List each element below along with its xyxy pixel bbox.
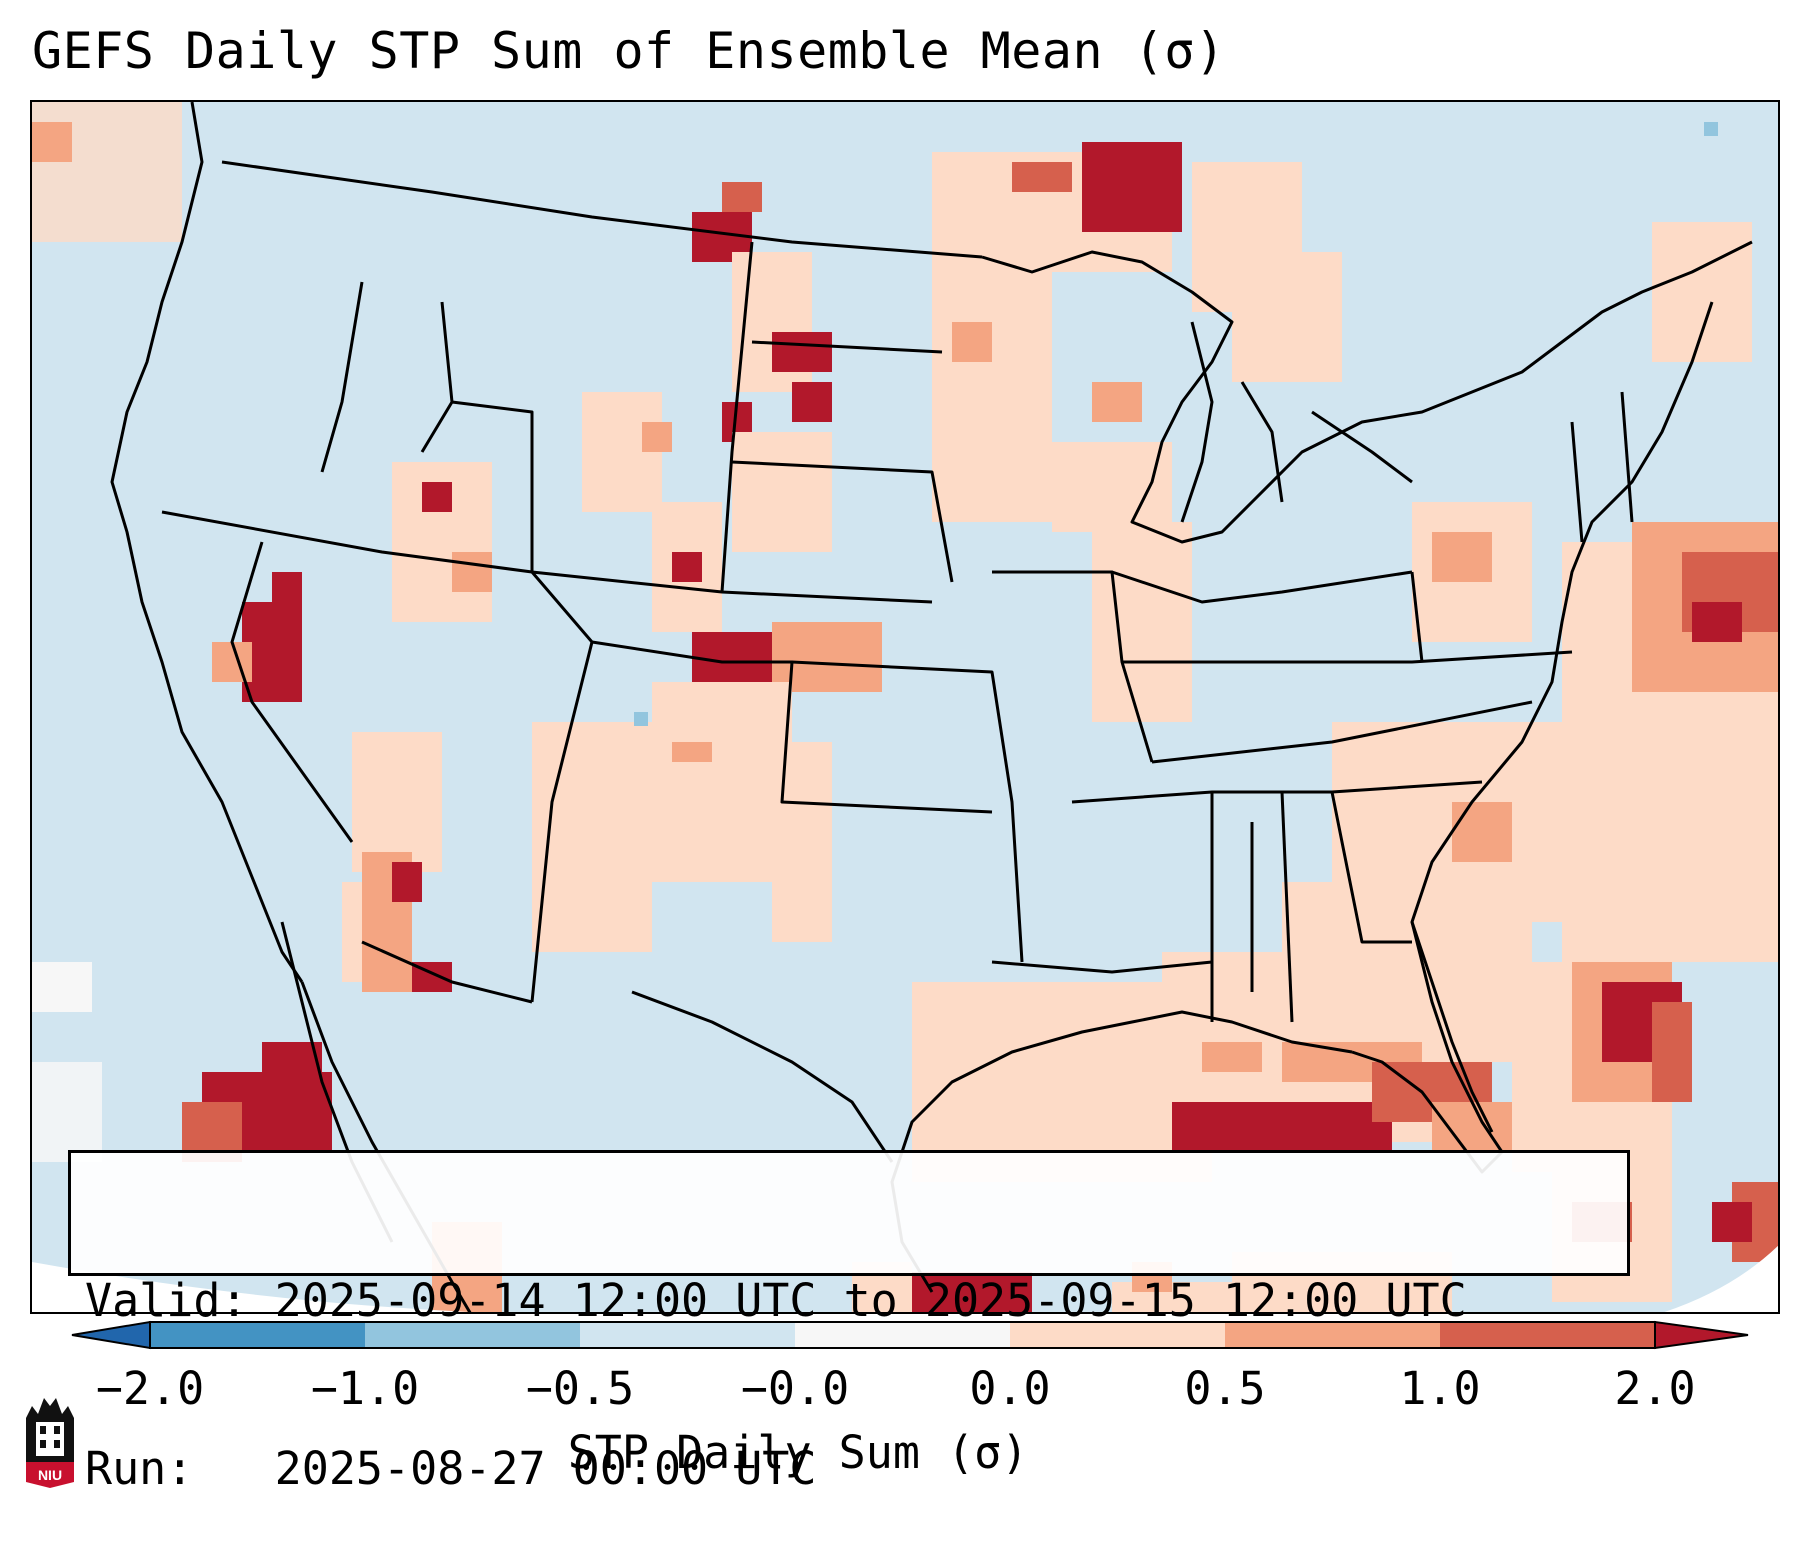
- colorbar-tick-label: −2.0: [95, 1362, 205, 1415]
- colorbar: [71, 1320, 1749, 1350]
- niu-logo: NIU: [26, 1398, 74, 1488]
- colorbar-extend-high: [1654, 1320, 1749, 1350]
- colorbar-segment: [580, 1322, 795, 1348]
- stp-field-cells: [32, 102, 1778, 1312]
- colorbar-tick-label: 1.0: [1399, 1362, 1481, 1415]
- colorbar-tick-label: −0.5: [525, 1362, 635, 1415]
- colorbar-segment: [1225, 1322, 1440, 1348]
- colorbar-segment: [150, 1322, 365, 1348]
- colorbar-tick-label: −0.0: [740, 1362, 850, 1415]
- colorbar-segment: [1440, 1322, 1655, 1348]
- colorbar-segment: [365, 1322, 580, 1348]
- colorbar-tick-label: 0.5: [1184, 1362, 1266, 1415]
- valid-time-annotation: Valid: 2025-09-14 12:00 UTC to 2025-09-1…: [68, 1150, 1630, 1495]
- colorbar-tick-label: −1.0: [310, 1362, 420, 1415]
- run-line: Run: 2025-08-27 00:00 UTC: [85, 1442, 817, 1495]
- map-panel: [30, 100, 1780, 1314]
- colorbar-outline: [149, 1321, 1656, 1349]
- valid-line: Valid: 2025-09-14 12:00 UTC to 2025-09-1…: [85, 1274, 1467, 1327]
- colorbar-tick-label: 0.0: [969, 1362, 1051, 1415]
- colorbar-segment: [1010, 1322, 1225, 1348]
- state-and-country-borders: [110, 102, 1753, 1312]
- colorbar-segment: [795, 1322, 1010, 1348]
- map-canvas: [32, 102, 1778, 1312]
- colorbar-tick-label: 2.0: [1614, 1362, 1696, 1415]
- logo-text: NIU: [38, 1467, 62, 1483]
- colorbar-extend-low: [71, 1320, 151, 1350]
- plot-title: GEFS Daily STP Sum of Ensemble Mean (σ): [32, 22, 1226, 80]
- colorbar-label: STP Daily Sum (σ): [567, 1426, 1029, 1479]
